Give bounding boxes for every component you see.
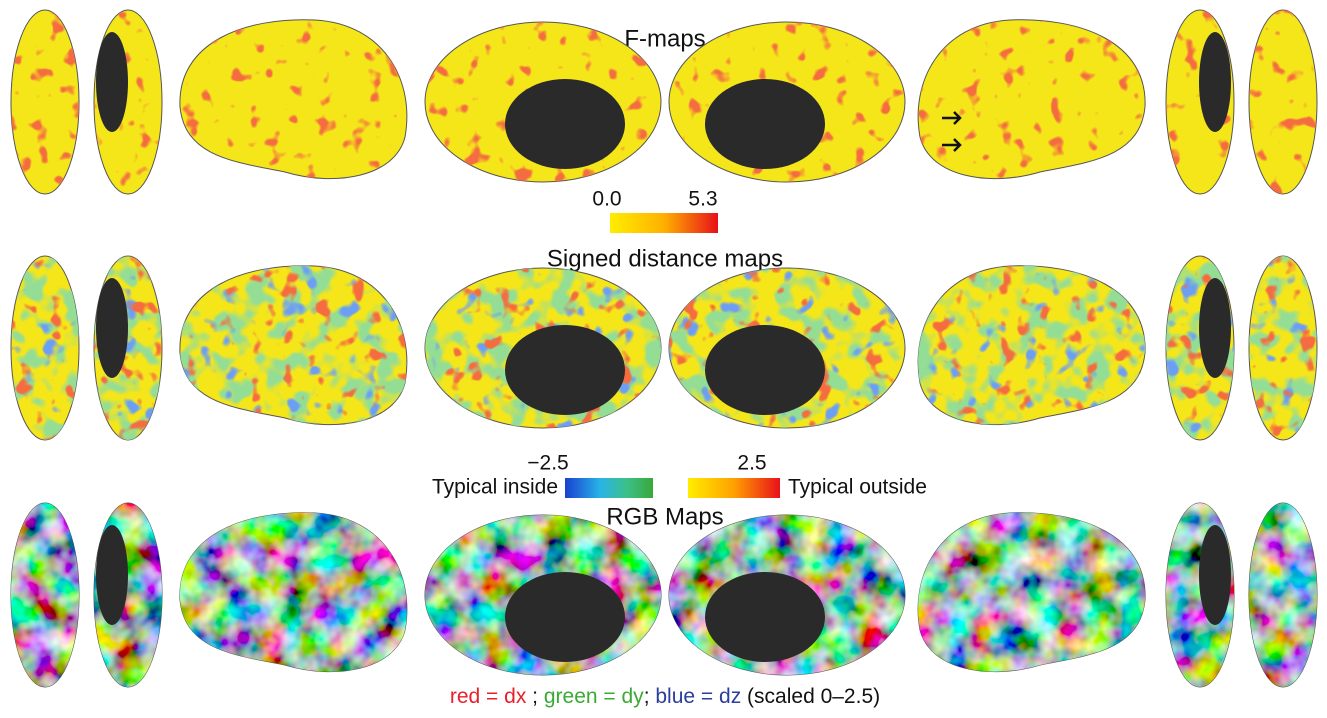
surface-texture — [1249, 503, 1317, 687]
medial-wall — [505, 325, 625, 415]
brain-surfaces — [11, 10, 1317, 687]
medial-wall — [96, 525, 128, 625]
caption-red: red = dx — [450, 685, 527, 708]
medial-wall — [1199, 525, 1231, 625]
signed-title: Signed distance maps — [547, 245, 783, 272]
medial-wall — [705, 79, 825, 169]
surface-texture — [180, 20, 407, 179]
surface-texture — [1249, 10, 1317, 194]
surface-texture — [11, 503, 79, 687]
caption-note: (scaled 0–2.5) — [747, 685, 880, 708]
figure: F-maps 0.0 5.3 Signed distance maps Typi… — [0, 0, 1327, 718]
surface-texture — [11, 256, 79, 440]
caption-blue: blue = dz — [655, 685, 741, 708]
inside-label: Typical inside — [432, 476, 558, 499]
rgb-title: RGB Maps — [606, 503, 723, 530]
medial-wall — [1199, 278, 1231, 378]
surface-texture — [180, 513, 407, 672]
f-colorbar — [610, 213, 718, 233]
medial-wall — [505, 79, 625, 169]
outside-colorbar — [688, 478, 780, 498]
medial-wall — [96, 32, 128, 132]
medial-wall — [96, 278, 128, 378]
surface-texture — [1249, 256, 1317, 440]
medial-wall — [505, 572, 625, 662]
surface-texture — [11, 10, 79, 194]
inside-colorbar — [565, 478, 653, 498]
f-max-label: 5.3 — [688, 188, 717, 211]
medial-wall — [1199, 32, 1231, 132]
surface-texture — [918, 513, 1145, 672]
medial-wall — [705, 325, 825, 415]
signed-max-label: 2.5 — [737, 452, 766, 475]
surface-texture — [918, 20, 1145, 179]
caption-sep: ; — [644, 685, 650, 708]
medial-wall — [705, 572, 825, 662]
signed-min-label: −2.5 — [527, 452, 568, 475]
f-maps-title: F-maps — [624, 25, 705, 52]
caption-sep: ; — [532, 685, 538, 708]
rgb-caption: red = dx ; green = dy; blue = dz (scaled… — [450, 685, 880, 708]
surface-texture — [180, 266, 407, 425]
surface-texture — [918, 266, 1145, 425]
caption-green: green = dy — [544, 685, 644, 708]
outside-label: Typical outside — [788, 476, 927, 499]
f-min-label: 0.0 — [592, 188, 621, 211]
